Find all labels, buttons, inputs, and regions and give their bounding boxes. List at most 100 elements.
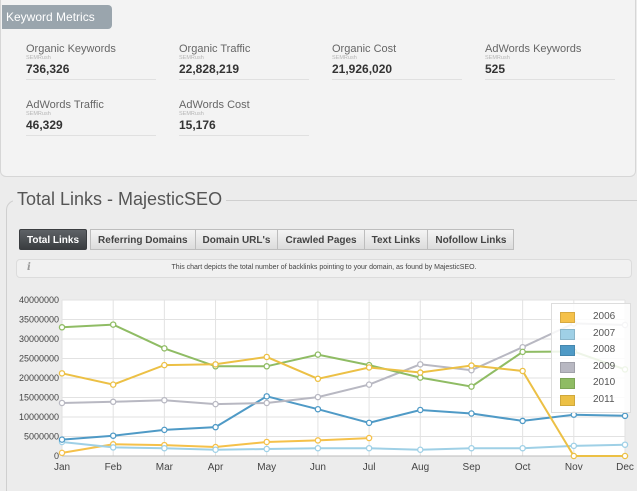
legend-label: 2007 <box>593 327 616 339</box>
metric-source: SEMRush <box>179 111 204 117</box>
data-point-2006 <box>314 437 322 444</box>
y-tick-label: 5000000 <box>24 432 59 442</box>
y-tick-label: 30000000 <box>19 334 59 344</box>
data-point-2008 <box>212 423 219 431</box>
info-icon: i <box>27 262 31 273</box>
x-tick-label: Jan <box>54 462 70 473</box>
metric-value: 15,176 <box>179 118 216 132</box>
legend-swatch <box>560 328 575 340</box>
links-tab-bar: Total Links Referring Domains Domain URL… <box>19 229 515 250</box>
keyword-metrics-panel: Keyword Metrics Organic Keywords SEMRush… <box>0 0 636 177</box>
data-point-2009 <box>417 361 424 368</box>
data-point-2007 <box>365 444 373 452</box>
legend-swatch <box>560 378 575 389</box>
metric-source: SEMRush <box>26 111 51 117</box>
data-point-2010 <box>519 348 526 356</box>
legend-swatch <box>560 345 575 356</box>
total-links-chart: 0 5000000 10000000 15000000 20000000 25000000… <box>19 295 634 473</box>
data-point-2007 <box>417 446 424 454</box>
x-tick-label: Jun <box>310 462 326 473</box>
metric-adwords-traffic: AdWords Traffic SEMRush 46,329 <box>26 99 156 136</box>
legend-swatch <box>560 394 575 406</box>
data-point-2007 <box>570 442 578 450</box>
data-point-2011 <box>365 364 373 371</box>
metric-value: 525 <box>485 62 506 76</box>
x-tick-label: May <box>257 462 276 473</box>
x-tick-label: Nov <box>565 462 583 473</box>
y-tick-label: 35000000 <box>19 315 59 325</box>
x-tick-label: Oct <box>515 462 531 473</box>
data-point-2009 <box>58 399 66 407</box>
legend-label: 2008 <box>593 344 616 355</box>
metric-adwords-cost: AdWords Cost SEMRush 15,176 <box>179 99 309 136</box>
metric-value: 22,828,219 <box>179 62 240 76</box>
legend-swatch <box>560 361 575 373</box>
data-point-2011 <box>621 452 629 460</box>
metric-label: AdWords Keywords <box>485 43 582 55</box>
metric-organic-cost: Organic Cost SEMRush 21,926,020 <box>332 43 462 80</box>
data-point-2008 <box>365 419 373 427</box>
data-point-2009 <box>161 396 168 404</box>
chart-description: This chart depicts the total number of b… <box>171 264 477 271</box>
metric-source: SEMRush <box>26 55 51 61</box>
data-point-2010 <box>468 383 475 390</box>
data-point-2010 <box>109 321 117 328</box>
series-line-2011 <box>61 355 625 457</box>
data-point-2010 <box>263 363 270 370</box>
metric-value: 46,329 <box>26 118 63 132</box>
data-point-2007 <box>519 444 526 452</box>
data-point-2008 <box>109 432 117 439</box>
series-line-2008 <box>61 395 626 441</box>
x-tick-label: Feb <box>105 462 123 473</box>
metric-organic-keywords: Organic Keywords SEMRush 736,326 <box>26 43 156 80</box>
data-point-2007 <box>161 444 168 452</box>
data-point-2007 <box>212 446 219 454</box>
data-point-2008 <box>519 417 526 425</box>
tab-total-links[interactable]: Total Links <box>19 229 88 250</box>
legend-label: 2011 <box>593 393 615 405</box>
data-point-2010 <box>314 351 322 358</box>
data-point-2009 <box>212 400 219 408</box>
x-tick-label: Aug <box>411 462 429 473</box>
tab-nofollow-links[interactable]: Nofollow Links <box>427 229 515 250</box>
series-line-2009 <box>61 322 626 406</box>
tab-referring-domains[interactable]: Referring Domains <box>90 229 196 250</box>
metric-adwords-keywords: AdWords Keywords SEMRush 525 <box>485 43 615 80</box>
y-tick-label: 20000000 <box>19 373 59 383</box>
tab-crawled-pages[interactable]: Crawled Pages <box>277 229 365 250</box>
data-point-2007 <box>621 441 629 448</box>
metric-value: 21,926,020 <box>332 62 393 76</box>
data-point-2007 <box>263 445 270 453</box>
data-point-2009 <box>314 393 322 401</box>
data-point-2009 <box>109 398 117 406</box>
data-point-2006 <box>365 434 373 442</box>
x-tick-label: Mar <box>156 462 174 473</box>
legend-label: 2009 <box>593 360 616 372</box>
data-point-2009 <box>263 399 270 407</box>
data-point-2008 <box>417 406 424 414</box>
total-links-section <box>6 200 637 491</box>
y-tick-label: 25000000 <box>19 354 59 364</box>
data-point-2011 <box>570 452 578 460</box>
data-point-2008 <box>161 426 168 434</box>
y-tick-label: 15000000 <box>19 393 59 403</box>
x-tick-label: Sep <box>463 462 481 473</box>
data-point-2006 <box>58 449 66 457</box>
metric-label: AdWords Traffic <box>26 99 104 111</box>
tab-text-links[interactable]: Text Links <box>363 229 429 250</box>
tab-domain-urls[interactable]: Domain URL's <box>194 229 279 250</box>
chart-info-bar: i This chart depicts the total number of… <box>16 259 632 278</box>
data-point-2011 <box>58 370 66 377</box>
y-tick-label: 10000000 <box>19 412 59 422</box>
metric-organic-traffic: Organic Traffic SEMRush 22,828,219 <box>179 43 309 80</box>
data-point-2010 <box>58 324 66 331</box>
y-tick-label: 40000000 <box>19 295 59 305</box>
series-line-2010 <box>61 323 626 388</box>
metric-source: SEMRush <box>485 55 510 61</box>
metric-label: Organic Cost <box>332 43 397 55</box>
data-point-2007 <box>109 444 117 451</box>
data-point-2006 <box>263 438 270 446</box>
chart-legend: 2006 2007 2008 2009 2010 2011 <box>551 303 631 413</box>
data-point-2008 <box>314 405 322 413</box>
data-point-2007 <box>468 444 475 452</box>
